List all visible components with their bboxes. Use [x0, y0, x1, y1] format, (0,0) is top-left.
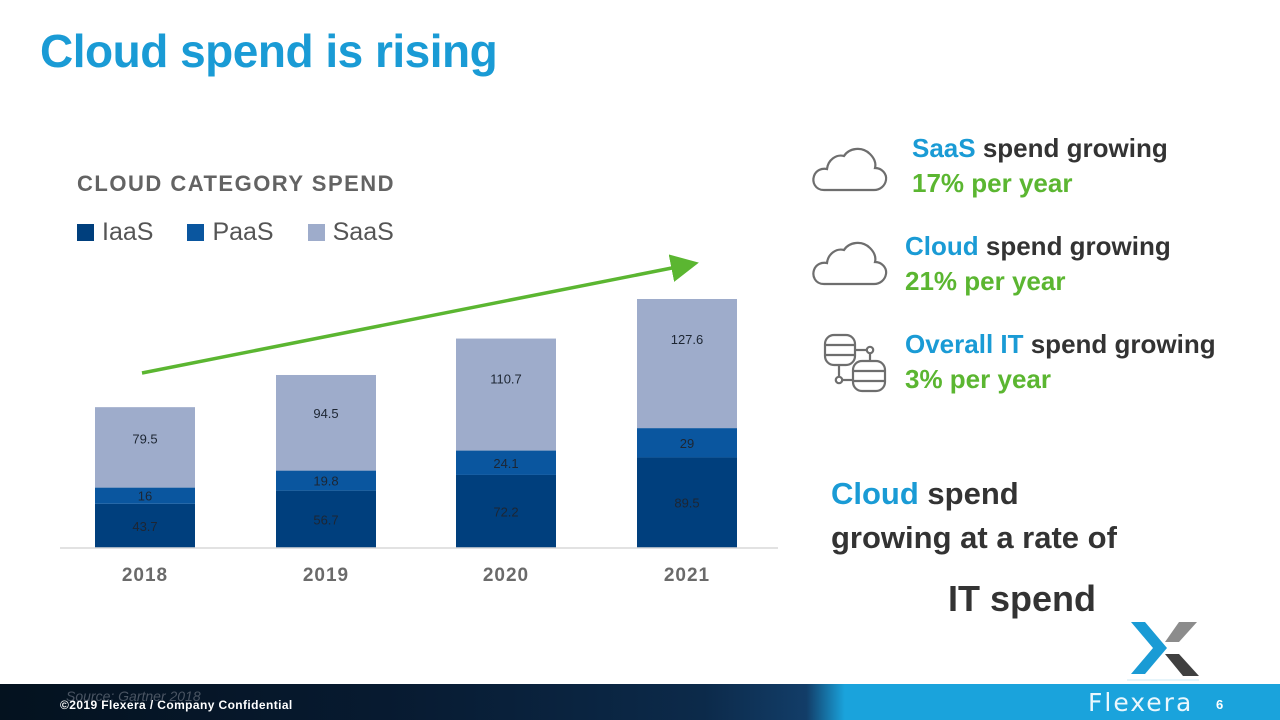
data-label-iaas-2018: 43.7	[132, 519, 157, 534]
page-number: 6	[1216, 697, 1224, 712]
flexera-logo	[1127, 622, 1199, 681]
data-label-saas-2018: 79.5	[132, 431, 157, 446]
bar-saas-2018	[95, 407, 195, 488]
cloud-icon	[812, 241, 888, 286]
stat-cloud-text: spend growing	[978, 231, 1171, 261]
source-note: Source: Gartner 2018	[66, 688, 201, 704]
summary-statement: Cloud spend growing at a rate of	[831, 472, 1117, 560]
data-label-paas-2020: 24.1	[493, 456, 518, 471]
footer-band	[0, 684, 1280, 720]
data-label-saas-2021: 127.6	[671, 332, 704, 347]
legend-label-iaas: IaaS	[102, 218, 154, 246]
data-label-paas-2019: 19.8	[313, 474, 338, 489]
x-tick-label-2020: 2020	[483, 565, 529, 586]
bar-saas-2021	[637, 299, 737, 429]
legend-item-saas: SaaS	[307, 218, 394, 247]
summary-line2: growing at a rate of	[831, 520, 1117, 555]
bar-iaas-2021	[637, 457, 737, 548]
footer-brand-logo: Flexera	[1088, 688, 1194, 717]
bar-saas-2020	[456, 338, 556, 451]
legend-swatch-iaas	[77, 224, 94, 241]
chart-legend: IaaS PaaS SaaS	[77, 218, 394, 247]
data-label-saas-2020: 110.7	[490, 372, 522, 387]
slide-title: Cloud spend is rising	[40, 25, 498, 77]
stat-overall-it: Overall IT spend growing 3% per year	[905, 327, 1216, 397]
summary-line3: IT spend	[948, 578, 1097, 619]
legend-swatch-paas	[187, 224, 205, 241]
trend-arrow	[141, 254, 699, 375]
chart-title: CLOUD CATEGORY SPEND	[77, 171, 396, 196]
bar-paas-2018	[95, 487, 195, 504]
bar-iaas-2020	[456, 474, 556, 548]
stat-saas-rate: 17% per year	[912, 168, 1073, 198]
stat-overall-it-rate: 3% per year	[905, 364, 1051, 394]
logo-mark-top-right	[1165, 622, 1197, 642]
data-label-saas-2019: 94.5	[313, 406, 338, 421]
footer-copyright: ©2019 Flexera / Company Confidential	[60, 698, 293, 712]
summary-line1: spend	[918, 476, 1019, 511]
stat-cloud-rate: 21% per year	[905, 266, 1066, 296]
x-tick-label-2021: 2021	[664, 565, 710, 586]
data-label-paas-2018: 16	[138, 489, 152, 504]
legend-item-paas: PaaS	[187, 218, 274, 247]
bar-paas-2021	[637, 428, 737, 458]
bar-saas-2019	[276, 374, 376, 471]
legend-item-iaas: IaaS	[77, 218, 153, 247]
bar-iaas-2018	[95, 503, 195, 548]
data-label-iaas-2021: 89.5	[674, 496, 699, 511]
stat-saas-text: spend growing	[975, 133, 1168, 163]
bar-iaas-2019	[276, 490, 376, 548]
stacked-bar-chart: 43.7 16 79.5 2018 56.7 19.8 94.5 2019 72.2 24.1 11…	[60, 254, 778, 586]
legend-swatch-saas	[307, 224, 325, 241]
logo-mark-bottom-right	[1165, 654, 1199, 676]
x-tick-label-2019: 2019	[303, 565, 349, 586]
stat-overall-it-text: spend growing	[1023, 329, 1216, 359]
stat-saas-highlight: SaaS	[912, 133, 976, 163]
stat-overall-it-highlight: Overall IT	[905, 329, 1024, 359]
stat-cloud: Cloud spend growing 21% per year	[905, 229, 1171, 299]
legend-label-saas: SaaS	[332, 218, 394, 246]
stat-saas: SaaS spend growing 17% per year	[912, 131, 1168, 201]
data-label-iaas-2019: 56.7	[313, 512, 338, 527]
summary-highlight: Cloud	[831, 476, 919, 511]
x-tick-label-2018: 2018	[122, 565, 168, 586]
cloud-icon	[812, 147, 888, 192]
stat-cloud-highlight: Cloud	[905, 231, 979, 261]
database-network-icon	[823, 333, 887, 393]
data-label-paas-2021: 29	[680, 436, 694, 451]
data-label-iaas-2020: 72.2	[493, 504, 518, 519]
bar-paas-2020	[456, 450, 556, 475]
legend-label-paas: PaaS	[212, 218, 274, 246]
bar-paas-2019	[276, 470, 376, 491]
logo-mark-left	[1131, 622, 1167, 674]
